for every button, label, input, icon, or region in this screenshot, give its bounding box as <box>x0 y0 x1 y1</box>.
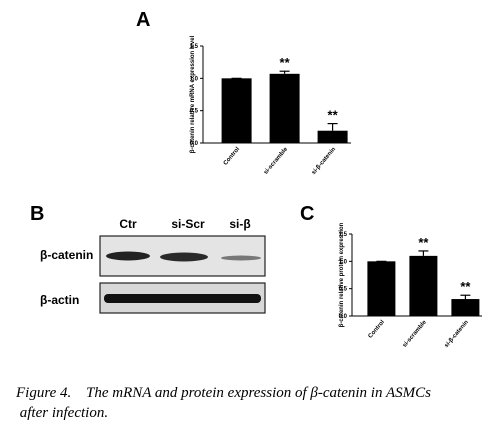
y-tick-label: 1.0 <box>190 76 199 82</box>
bar <box>409 255 438 316</box>
significance-label: ** <box>328 108 339 123</box>
y-tick-label: 1.0 <box>339 259 348 265</box>
bar <box>221 78 252 143</box>
x-tick-label: si-β-catenin <box>311 146 337 176</box>
bar <box>451 299 480 316</box>
bar <box>317 130 348 143</box>
lane-label: si-Scr <box>171 217 205 231</box>
significance-label: ** <box>280 55 291 70</box>
y-tick-label: 0.5 <box>339 287 348 293</box>
y-tick-label: 0.0 <box>339 314 348 320</box>
x-tick-label: Control <box>368 319 387 339</box>
panel-label: B <box>30 203 44 225</box>
y-tick-label: 1.5 <box>190 44 199 50</box>
panel-label: C <box>300 203 314 225</box>
significance-label: ** <box>460 279 471 294</box>
y-axis-label: β-catenin relative mRNA expression level <box>190 35 196 153</box>
caption-text: The mRNA and protein expression of β-cat… <box>16 385 431 421</box>
caption-label: Figure 4. <box>15 385 71 401</box>
y-tick-label: 0.0 <box>190 141 199 147</box>
x-tick-label: si-scramble <box>402 319 428 349</box>
blot-image <box>99 235 266 314</box>
significance-label: ** <box>418 235 429 250</box>
panel-label: A <box>136 9 150 31</box>
x-tick-label: Control <box>223 146 242 166</box>
y-tick-label: 0.5 <box>190 109 199 115</box>
y-tick-label: 1.5 <box>339 232 348 238</box>
row-label: β-actin <box>40 293 79 307</box>
lane-label: si-β <box>229 217 250 231</box>
x-tick-label: si-scramble <box>263 146 289 176</box>
lane-label: Ctr <box>119 217 137 231</box>
bar <box>367 261 396 316</box>
bar <box>269 73 300 143</box>
row-label: β-catenin <box>40 248 93 262</box>
y-axis-label: β-catenin relative protein expression <box>339 222 345 327</box>
x-tick-label: si-β-catenin <box>444 319 470 349</box>
